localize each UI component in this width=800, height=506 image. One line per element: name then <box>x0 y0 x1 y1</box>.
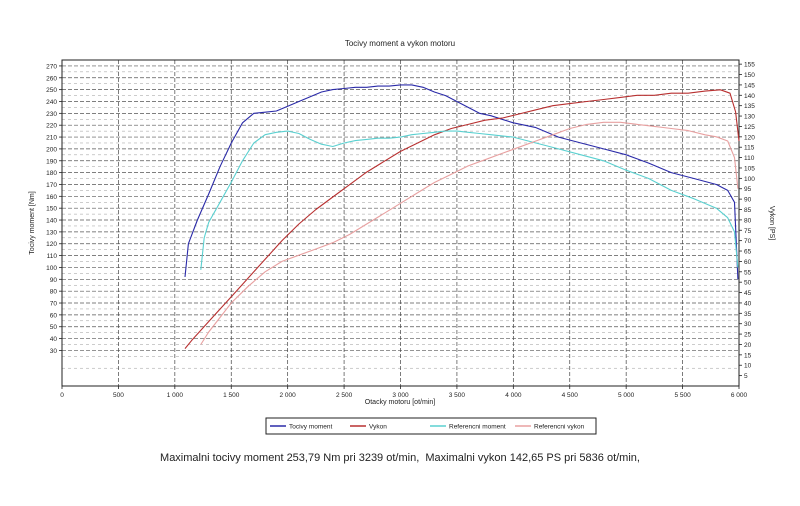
left-tick-label: 80 <box>50 289 58 296</box>
left-tick-label: 90 <box>50 277 58 284</box>
series-line-tocivy-moment <box>184 84 739 280</box>
legend-label: Referencni vykon <box>534 424 585 431</box>
left-tick-label: 190 <box>46 158 57 165</box>
x-tick-label: 1 000 <box>167 392 184 399</box>
right-tick-label: 140 <box>744 93 755 100</box>
left-tick-label: 30 <box>50 348 58 355</box>
x-tick-label: 2 000 <box>280 392 297 399</box>
left-tick-label: 180 <box>46 170 57 177</box>
right-tick-label: 110 <box>744 155 755 162</box>
right-tick-label: 65 <box>744 249 752 256</box>
right-tick-label: 80 <box>744 217 752 224</box>
x-tick-label: 4 500 <box>562 392 579 399</box>
x-tick-label: 6 000 <box>731 392 748 399</box>
x-tick-label: 3 500 <box>449 392 466 399</box>
right-tick-label: 125 <box>744 124 755 131</box>
y-axis-label-left: Tocivy moment [Nm] <box>29 191 36 254</box>
series-layer <box>184 84 740 349</box>
x-tick-label: 5 000 <box>618 392 635 399</box>
left-tick-label: 100 <box>46 265 57 272</box>
right-tick-label: 105 <box>744 165 755 172</box>
right-tick-label: 20 <box>744 342 752 349</box>
legend: Tocivy moment Vykon Referencni moment Refer… <box>265 417 597 435</box>
right-tick-label: 155 <box>744 62 755 69</box>
left-tick-label: 240 <box>46 99 57 106</box>
x-tick-label: 0 <box>60 392 64 399</box>
right-tick-label: 15 <box>744 352 752 359</box>
y-axis-label-right: Vykon [PS] <box>768 206 775 240</box>
right-tick-label: 130 <box>744 114 755 121</box>
left-axis-ticks: 30 40 50 60 70 80 90 100 110 120 130 140 150 160 170 18… <box>46 63 62 355</box>
left-tick-label: 170 <box>46 182 57 189</box>
right-tick-label: 5 <box>744 373 748 380</box>
right-tick-label: 85 <box>744 207 752 214</box>
right-tick-label: 135 <box>744 103 755 110</box>
right-tick-label: 70 <box>744 238 752 245</box>
right-tick-label: 35 <box>744 311 752 318</box>
right-tick-label: 60 <box>744 259 752 266</box>
left-tick-label: 260 <box>46 75 57 82</box>
left-tick-label: 110 <box>47 253 58 260</box>
right-tick-label: 115 <box>744 145 755 152</box>
series-line-vykon <box>184 89 740 349</box>
right-tick-label: 75 <box>744 228 752 235</box>
series-line-referencni-vykon <box>200 121 739 345</box>
left-tick-label: 50 <box>50 324 58 331</box>
right-tick-label: 95 <box>744 186 752 193</box>
left-tick-label: 120 <box>46 241 57 248</box>
left-tick-label: 70 <box>50 301 58 308</box>
right-tick-label: 40 <box>744 300 752 307</box>
right-tick-label: 100 <box>744 176 755 183</box>
chart-title: Tocivy moment a vykon motoru <box>345 39 455 48</box>
right-tick-label: 30 <box>744 321 752 328</box>
chart-grid <box>62 60 739 386</box>
left-tick-label: 150 <box>46 206 57 213</box>
left-tick-label: 270 <box>46 63 57 70</box>
left-tick-label: 230 <box>46 111 57 118</box>
right-tick-label: 90 <box>744 197 752 204</box>
x-axis-label: Otacky motoru [ot/min] <box>365 399 435 406</box>
right-tick-label: 45 <box>744 290 752 297</box>
max-values-summary: Maximalni tocivy moment 253,79 Nm pri 32… <box>160 452 640 464</box>
x-tick-label: 1 500 <box>223 392 240 399</box>
legend-label: Vykon <box>369 424 387 431</box>
right-axis-ticks: 5 10 15 20 25 30 35 40 45 50 55 60 65 70 75 80 85 90 95 100… <box>739 62 755 380</box>
series-line-referencni-moment <box>200 130 739 270</box>
right-tick-label: 55 <box>744 269 752 276</box>
legend-label: Referencni moment <box>449 424 506 431</box>
x-tick-label: 2 500 <box>336 392 353 399</box>
right-tick-label: 50 <box>744 280 752 287</box>
legend-label: Tocivy moment <box>289 424 333 431</box>
x-tick-label: 3 000 <box>392 392 409 399</box>
x-tick-label: 4 000 <box>505 392 522 399</box>
x-tick-label: 5 500 <box>674 392 691 399</box>
right-tick-label: 150 <box>744 72 755 79</box>
left-tick-label: 130 <box>46 229 57 236</box>
left-tick-label: 250 <box>46 87 57 94</box>
right-tick-label: 145 <box>744 82 755 89</box>
left-tick-label: 60 <box>50 312 58 319</box>
right-tick-label: 25 <box>744 332 752 339</box>
left-tick-label: 210 <box>46 135 57 142</box>
x-axis-ticks: 0 500 1 000 1 500 2 000 2 500 3 000 3 500 4 000 4… <box>60 386 748 399</box>
left-tick-label: 40 <box>50 336 58 343</box>
right-tick-label: 120 <box>744 134 755 141</box>
x-tick-label: 500 <box>113 392 124 399</box>
left-tick-label: 160 <box>46 194 57 201</box>
left-tick-label: 220 <box>46 123 57 130</box>
left-tick-label: 140 <box>46 218 57 225</box>
left-tick-label: 200 <box>46 146 57 153</box>
right-tick-label: 10 <box>744 363 752 370</box>
